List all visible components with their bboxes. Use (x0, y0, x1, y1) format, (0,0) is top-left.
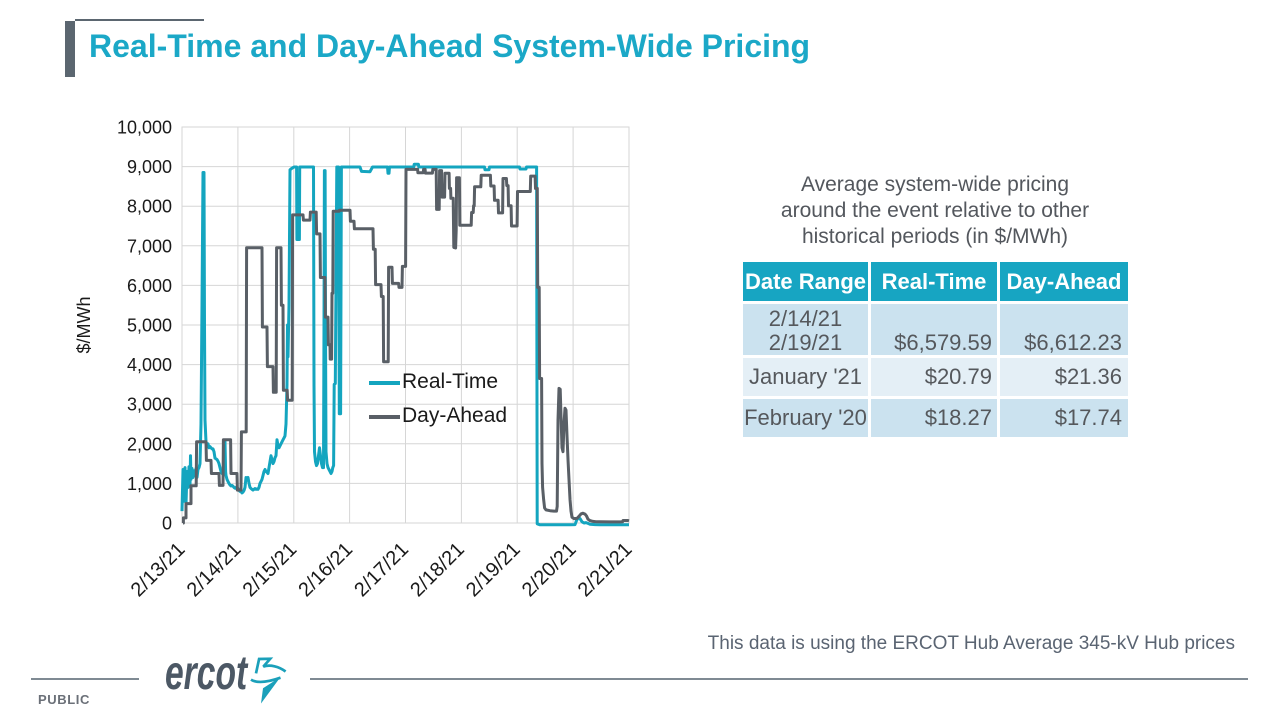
svg-text:10,000: 10,000 (117, 118, 172, 138)
svg-text:2/14/21: 2/14/21 (183, 538, 246, 601)
svg-text:2/20/21: 2/20/21 (518, 538, 581, 601)
svg-text:Real-Time: Real-Time (402, 370, 498, 393)
svg-text:1,000: 1,000 (127, 474, 172, 494)
svg-text:9,000: 9,000 (127, 157, 172, 177)
svg-text:7,000: 7,000 (127, 236, 172, 256)
svg-text:4,000: 4,000 (127, 355, 172, 375)
svg-text:2,000: 2,000 (127, 434, 172, 454)
svg-text:0: 0 (162, 514, 172, 534)
svg-text:2/19/21: 2/19/21 (462, 538, 525, 601)
svg-text:6,000: 6,000 (127, 276, 172, 296)
svg-text:$/MWh: $/MWh (74, 296, 94, 353)
svg-text:2/17/21: 2/17/21 (350, 538, 413, 601)
svg-text:2/21/21: 2/21/21 (574, 538, 637, 601)
svg-text:2/16/21: 2/16/21 (294, 538, 357, 601)
svg-text:8,000: 8,000 (127, 197, 172, 217)
svg-text:2/18/21: 2/18/21 (406, 538, 469, 601)
svg-text:Day-Ahead: Day-Ahead (402, 404, 507, 427)
svg-text:2/15/21: 2/15/21 (239, 538, 302, 601)
svg-text:3,000: 3,000 (127, 395, 172, 415)
svg-text:2/13/21: 2/13/21 (127, 538, 190, 601)
svg-text:5,000: 5,000 (127, 316, 172, 336)
